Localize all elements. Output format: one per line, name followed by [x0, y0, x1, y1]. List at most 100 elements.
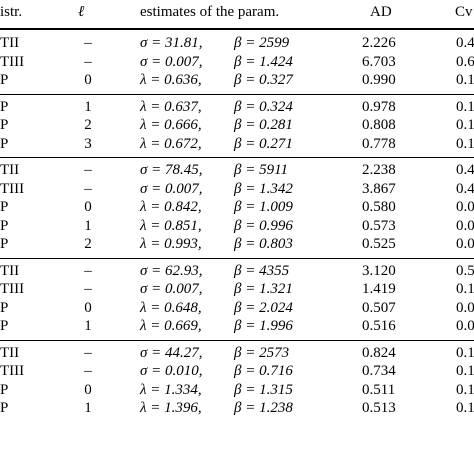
cell-ad: 0.990: [362, 72, 396, 88]
cell-cvm: 0.6: [456, 53, 474, 70]
cell-cvm: 0.5: [456, 262, 474, 279]
cell-param-2: β = 0.271: [234, 135, 293, 152]
cell-param-1: λ = 0.993,: [140, 236, 202, 252]
cell-ell: 1: [84, 98, 92, 115]
cell-distribution: P: [0, 318, 9, 334]
cell-distribution: P: [0, 199, 9, 215]
cell-param-2: β = 1.342: [234, 180, 293, 197]
header-cvm: Cv: [455, 4, 473, 20]
cell-ell: –: [84, 162, 92, 178]
cell-ad: 3.120: [362, 262, 396, 279]
cell-ad: 0.513: [362, 400, 396, 416]
cell-param-1: σ = 0.007,: [140, 53, 203, 70]
cell-param-2: β = 0.324: [234, 98, 293, 115]
cell-cvm: 0.1: [456, 72, 474, 88]
cell-param-2: β = 0.327: [234, 72, 293, 88]
cell-ell: –: [84, 35, 92, 51]
cell-distribution: P: [0, 135, 9, 152]
cell-ell: –: [84, 281, 92, 297]
cell-param-1: σ = 78.45,: [140, 162, 203, 178]
cell-param-1: σ = 31.81,: [140, 35, 203, 51]
cell-cvm: 0.4: [456, 180, 474, 197]
cell-param-2: β = 1.238: [234, 400, 293, 416]
cell-ad: 0.525: [362, 236, 396, 252]
cell-ad: 2.238: [362, 162, 396, 178]
cell-param-2: β = 1.424: [234, 53, 293, 70]
cell-param-2: β = 1.996: [234, 318, 293, 334]
cell-param-1: σ = 0.007,: [140, 281, 203, 297]
cell-param-2: β = 1.321: [234, 281, 293, 297]
cell-param-1: λ = 0.672,: [140, 135, 202, 152]
cell-ell: 2: [84, 117, 92, 133]
cell-param-2: β = 2573: [234, 344, 290, 361]
cell-distribution: P: [0, 98, 9, 115]
cell-ad: 0.734: [362, 363, 396, 379]
cell-param-1: σ = 0.007,: [140, 180, 203, 197]
cell-distribution: TIII: [0, 53, 25, 70]
cell-ad: 0.778: [362, 135, 396, 152]
cell-cvm: 0.1: [456, 135, 474, 152]
cell-param-1: σ = 62.93,: [140, 262, 203, 279]
cell-ad: 0.511: [362, 381, 396, 398]
cell-distribution: P: [0, 72, 9, 88]
cell-cvm: 0.1: [456, 344, 474, 361]
cell-param-1: λ = 1.396,: [140, 400, 202, 416]
cell-ell: 1: [84, 217, 92, 234]
cell-ell: 1: [84, 400, 92, 416]
cell-param-2: β = 2.024: [234, 299, 293, 316]
cell-param-2: β = 0.996: [234, 217, 293, 234]
cell-ad: 0.808: [362, 117, 396, 133]
cell-distribution: P: [0, 381, 9, 398]
cell-cvm: 0.1: [456, 363, 474, 379]
cell-cvm: 0.1: [456, 98, 474, 115]
cell-cvm: 0.1: [456, 281, 474, 297]
header-rule: [0, 28, 474, 30]
cell-distribution: TIII: [0, 363, 25, 379]
cell-ell: –: [84, 363, 92, 379]
cell-ell: 0: [84, 72, 92, 88]
cell-distribution: P: [0, 400, 9, 416]
cell-cvm: 0.0: [456, 236, 474, 252]
group-rule: [0, 257, 474, 259]
cell-ad: 0.824: [362, 344, 396, 361]
cell-param-2: β = 0.281: [234, 117, 293, 133]
cell-param-2: β = 0.803: [234, 236, 293, 252]
cell-param-2: β = 1.315: [234, 381, 293, 398]
cell-cvm: 0.4: [456, 162, 474, 178]
cell-cvm: 0.0: [456, 318, 474, 334]
header-ell: ℓ: [78, 4, 85, 20]
cell-ell: –: [84, 180, 92, 197]
header-estimates: estimates of the param.: [140, 4, 280, 20]
cell-ell: 0: [84, 199, 92, 215]
cell-ell: –: [84, 53, 92, 70]
cell-ad: 6.703: [362, 53, 396, 70]
cell-ad: 3.867: [362, 180, 396, 197]
cell-ell: 0: [84, 299, 92, 316]
cell-param-1: λ = 0.636,: [140, 72, 202, 88]
cell-ad: 1.419: [362, 281, 396, 297]
cell-param-1: λ = 1.334,: [140, 381, 202, 398]
group-rule: [0, 93, 474, 95]
cell-param-2: β = 0.716: [234, 363, 293, 379]
cell-ad: 0.978: [362, 98, 396, 115]
cell-ad: 0.573: [362, 217, 396, 234]
cell-ad: 0.516: [362, 318, 396, 334]
cell-param-1: λ = 0.851,: [140, 217, 202, 234]
cell-param-1: λ = 0.666,: [140, 117, 202, 133]
cell-param-1: σ = 44.27,: [140, 344, 203, 361]
cell-cvm: 0.1: [456, 381, 474, 398]
cell-param-2: β = 1.009: [234, 199, 293, 215]
cell-cvm: 0.0: [456, 199, 474, 215]
header-ad: AD: [370, 4, 392, 20]
cell-ad: 2.226: [362, 35, 396, 51]
cell-param-2: β = 5911: [234, 162, 288, 178]
cell-ell: –: [84, 262, 92, 279]
cell-param-1: λ = 0.669,: [140, 318, 202, 334]
cell-cvm: 0.0: [456, 299, 474, 316]
cell-distribution: TII: [0, 35, 20, 51]
cell-param-2: β = 4355: [234, 262, 290, 279]
cell-distribution: TIII: [0, 281, 25, 297]
cell-distribution: TII: [0, 344, 20, 361]
cell-ell: 3: [84, 135, 92, 152]
cell-ell: –: [84, 344, 92, 361]
